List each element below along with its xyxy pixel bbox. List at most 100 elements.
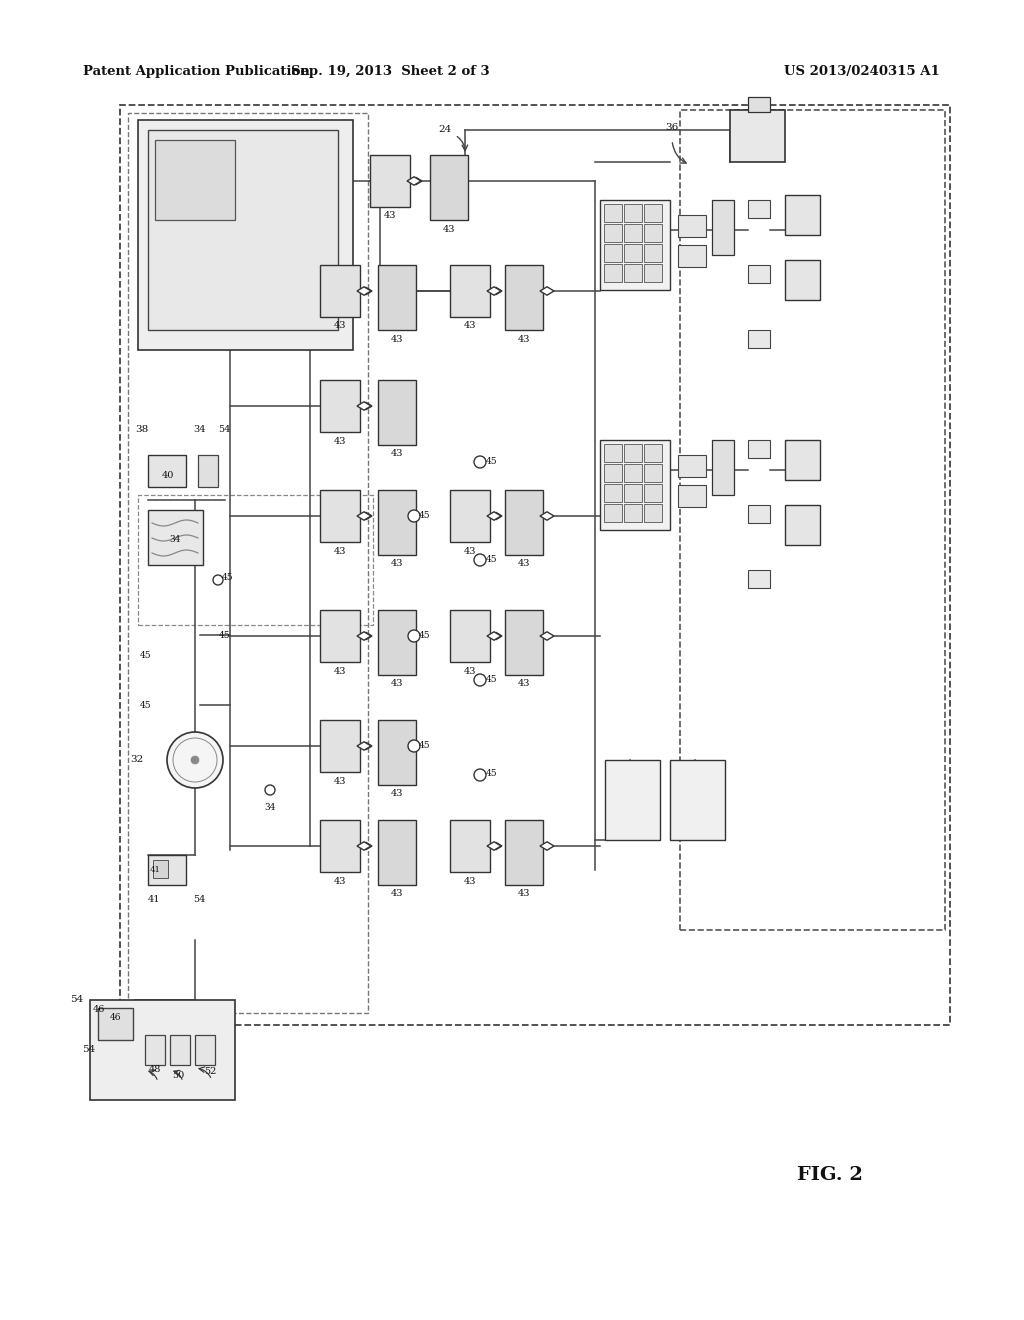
Bar bbox=[624, 224, 642, 242]
Text: FIG. 2: FIG. 2 bbox=[797, 1166, 863, 1184]
Text: 45: 45 bbox=[486, 675, 498, 684]
Bar bbox=[170, 1035, 190, 1065]
Bar bbox=[624, 504, 642, 521]
Text: 45: 45 bbox=[486, 770, 498, 779]
Polygon shape bbox=[540, 512, 554, 520]
Text: 45: 45 bbox=[222, 573, 233, 582]
Text: 46: 46 bbox=[93, 1006, 105, 1015]
Text: 40: 40 bbox=[162, 470, 174, 479]
Bar bbox=[748, 570, 770, 587]
Circle shape bbox=[474, 675, 486, 686]
Text: 43: 43 bbox=[334, 437, 346, 446]
Text: 43: 43 bbox=[464, 667, 476, 676]
Bar bbox=[319, 820, 360, 873]
Polygon shape bbox=[487, 632, 501, 640]
Text: 43: 43 bbox=[391, 890, 403, 899]
Bar bbox=[712, 201, 734, 255]
Bar bbox=[505, 820, 543, 884]
Bar bbox=[604, 465, 622, 482]
Bar bbox=[678, 215, 706, 238]
Text: 54: 54 bbox=[70, 995, 83, 1005]
Text: 43: 43 bbox=[384, 211, 396, 220]
Bar bbox=[98, 1008, 133, 1040]
Text: 45: 45 bbox=[219, 631, 230, 639]
Text: 43: 43 bbox=[464, 322, 476, 330]
Bar bbox=[148, 455, 186, 487]
Text: 43: 43 bbox=[391, 680, 403, 689]
Circle shape bbox=[474, 455, 486, 469]
Bar bbox=[450, 820, 490, 873]
Text: 43: 43 bbox=[391, 334, 403, 343]
Bar bbox=[748, 201, 770, 218]
Polygon shape bbox=[407, 177, 421, 185]
Text: 43: 43 bbox=[334, 322, 346, 330]
Bar bbox=[624, 484, 642, 502]
Bar bbox=[678, 455, 706, 477]
Text: 43: 43 bbox=[464, 876, 476, 886]
Bar bbox=[644, 504, 662, 521]
Polygon shape bbox=[357, 512, 371, 520]
Circle shape bbox=[408, 741, 420, 752]
Bar bbox=[319, 490, 360, 543]
Text: 43: 43 bbox=[391, 789, 403, 799]
Polygon shape bbox=[487, 286, 501, 296]
Bar bbox=[624, 444, 642, 462]
Bar bbox=[644, 465, 662, 482]
Bar bbox=[730, 110, 785, 162]
Bar bbox=[319, 265, 360, 317]
Bar bbox=[604, 224, 622, 242]
Bar bbox=[748, 506, 770, 523]
Text: 43: 43 bbox=[334, 876, 346, 886]
Text: 43: 43 bbox=[464, 546, 476, 556]
Bar bbox=[148, 855, 186, 884]
Bar bbox=[378, 380, 416, 445]
Text: 43: 43 bbox=[518, 680, 530, 689]
Bar bbox=[198, 455, 218, 487]
Bar bbox=[319, 610, 360, 663]
Text: 54: 54 bbox=[82, 1045, 95, 1055]
Polygon shape bbox=[357, 842, 371, 850]
Polygon shape bbox=[490, 842, 502, 850]
Text: 43: 43 bbox=[442, 224, 456, 234]
Bar bbox=[430, 154, 468, 220]
Bar bbox=[600, 440, 670, 531]
Text: 45: 45 bbox=[486, 554, 498, 564]
Text: 43: 43 bbox=[391, 450, 403, 458]
Text: 34: 34 bbox=[169, 536, 180, 544]
Polygon shape bbox=[357, 632, 371, 640]
Polygon shape bbox=[360, 842, 372, 850]
Bar bbox=[195, 1035, 215, 1065]
Circle shape bbox=[408, 510, 420, 521]
Circle shape bbox=[265, 785, 275, 795]
Bar bbox=[319, 380, 360, 432]
Bar bbox=[378, 490, 416, 554]
Polygon shape bbox=[357, 401, 371, 411]
Text: 36: 36 bbox=[666, 124, 679, 132]
Text: 43: 43 bbox=[334, 546, 346, 556]
Text: 24: 24 bbox=[438, 125, 452, 135]
Bar bbox=[370, 154, 410, 207]
Bar bbox=[644, 444, 662, 462]
Bar bbox=[450, 490, 490, 543]
Bar bbox=[138, 120, 353, 350]
Polygon shape bbox=[540, 632, 554, 640]
Bar bbox=[145, 1035, 165, 1065]
Text: 43: 43 bbox=[518, 890, 530, 899]
Bar bbox=[505, 490, 543, 554]
Text: 43: 43 bbox=[334, 776, 346, 785]
Bar bbox=[624, 205, 642, 222]
Bar bbox=[450, 265, 490, 317]
Circle shape bbox=[191, 756, 199, 764]
Text: 54: 54 bbox=[193, 895, 206, 904]
Bar bbox=[644, 484, 662, 502]
Text: 43: 43 bbox=[518, 560, 530, 569]
Bar bbox=[748, 330, 770, 348]
Text: 34: 34 bbox=[264, 804, 275, 813]
Text: 46: 46 bbox=[111, 1014, 122, 1023]
Circle shape bbox=[474, 770, 486, 781]
Bar bbox=[605, 760, 660, 840]
Bar bbox=[678, 484, 706, 507]
Bar bbox=[600, 201, 670, 290]
Text: 34: 34 bbox=[193, 425, 206, 434]
Polygon shape bbox=[360, 632, 372, 640]
